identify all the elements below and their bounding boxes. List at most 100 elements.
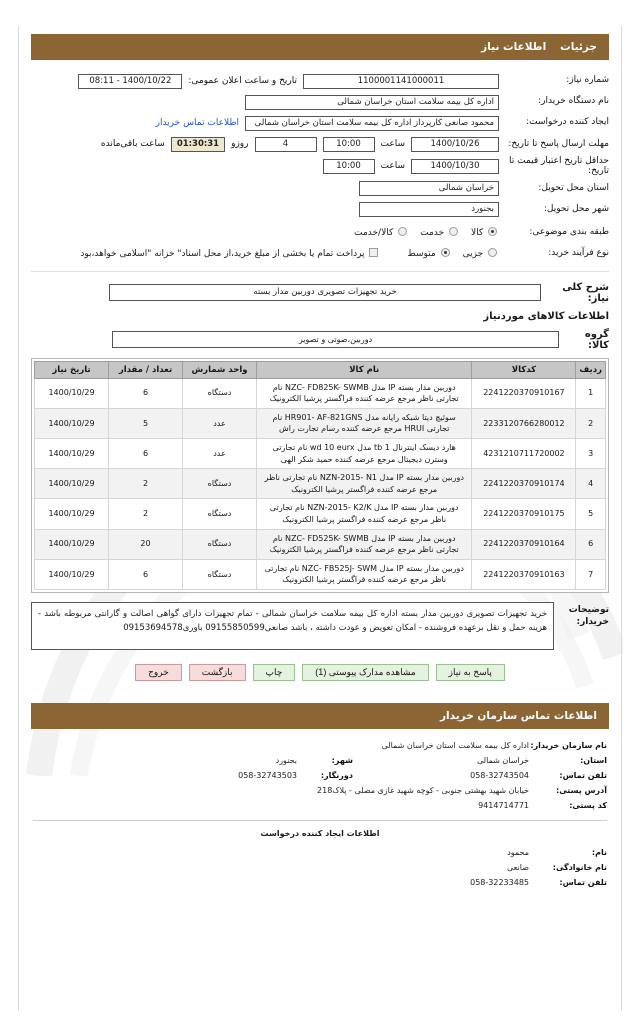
label-contact-province: استان:: [580, 756, 607, 765]
column-header-need-date: تاریخ نیاز: [34, 360, 109, 379]
checkbox-treasury-payment[interactable]: پرداخت تمام یا بخشی از مبلغ خرید،از محل …: [80, 248, 380, 259]
label-goods-group: گروه کالا:: [584, 328, 609, 351]
radio-goods-service-icon[interactable]: [398, 227, 408, 237]
radio-option-goods-service[interactable]: کالا/خدمت: [354, 227, 409, 238]
section-header-buyer-contact: اطلاعات تماس سازمان خریدار: [31, 703, 609, 729]
label-request-creator: ایجاد کننده درخواست:: [526, 117, 609, 128]
value-delivery-province[interactable]: خراسان شمالی: [359, 181, 499, 197]
label-announce-datetime: تاریخ و ساعت اعلان عمومی:: [188, 76, 297, 86]
cell-code: 4231210711720002: [471, 438, 577, 470]
radio-option-minor[interactable]: جزیی: [463, 248, 499, 259]
cell-qty: 6: [108, 438, 183, 470]
contact-row-province-city: استان: خراسان شمالی شهر: بجنورد: [33, 756, 607, 765]
respond-to-need-button[interactable]: پاسخ به نیاز: [435, 664, 505, 681]
radio-option-medium[interactable]: متوسط: [407, 248, 451, 259]
label-contact-org: نام سازمان خریدار:: [530, 741, 607, 750]
cell-date: 1400/10/29: [34, 498, 109, 530]
value-contact-fax: 058-32743503: [238, 771, 297, 780]
radio-medium-label: متوسط: [407, 249, 436, 260]
column-header-name: نام کالا: [255, 360, 473, 379]
column-header-qty: تعداد / مقدار: [108, 360, 183, 379]
label-buyer-org: نام دستگاه خریدار:: [538, 96, 609, 107]
label-response-deadline: مهلت ارسال پاسخ تا تاریخ:: [508, 138, 609, 149]
value-validity-time[interactable]: 10:00: [322, 158, 375, 174]
radio-medium-icon[interactable]: [440, 248, 450, 258]
cell-unit: دستگاه: [182, 498, 257, 530]
cell-code: 2233120766280012: [471, 407, 577, 440]
cell-qty: 2: [108, 498, 183, 530]
view-attachments-button[interactable]: مشاهده مدارک پیوستی (1): [302, 664, 429, 681]
buyer-contact-link[interactable]: اطلاعات تماس خریدار: [155, 118, 239, 128]
column-header-code: کدکالا: [471, 360, 577, 379]
value-validity-date[interactable]: 1400/10/30: [411, 158, 499, 174]
cell-name: هارد دیسک اینترنال 1 tb مدل wd 10 eurx ن…: [255, 438, 473, 470]
cell-row: 6: [575, 528, 606, 560]
value-need-summary[interactable]: خرید تجهیزات تصویری دوربین مدار بسته: [109, 284, 541, 302]
value-delivery-city[interactable]: بجنورد: [359, 202, 499, 218]
tab-need-info[interactable]: اطلاعات نیاز: [481, 41, 547, 53]
table-row[interactable]: 3 4231210711720002 هارد دیسک اینترنال 1 …: [34, 438, 606, 470]
print-button[interactable]: چاپ: [252, 664, 296, 681]
field-response-deadline: مهلت ارسال پاسخ تا تاریخ: 1400/10/26 ساع…: [31, 135, 609, 153]
field-request-creator: ایجاد کننده درخواست: محمود صانعی کارپردا…: [31, 114, 609, 132]
label-contact-fax: دورنگار:: [320, 771, 353, 780]
cell-unit: دستگاه: [182, 377, 257, 409]
value-request-creator[interactable]: محمود صانعی کارپرداز اداره کل بیمه سلامت…: [245, 115, 499, 131]
radio-option-service[interactable]: خدمت: [420, 227, 460, 238]
back-button[interactable]: بازگشت: [188, 664, 246, 681]
field-classification: طبقه بندی موضوعی: کالا خدمت کالا/خدمت: [31, 224, 609, 242]
value-days-remaining[interactable]: 4: [254, 136, 317, 152]
value-buyer-org[interactable]: اداره کل بیمه سلامت استان خراسان شمالی: [245, 94, 499, 110]
cell-code: 2241220370910163: [471, 558, 577, 591]
radio-minor-label: جزیی: [462, 249, 484, 260]
cell-unit: عدد: [182, 438, 257, 470]
label-process-type: نوع فرآیند خرید:: [548, 248, 609, 259]
label-need-summary: شرح کلی نیاز:: [562, 281, 609, 304]
section-header-need-info: جزئیات اطلاعات نیاز: [31, 34, 609, 60]
label-price-validity: حداقل تاریخ اعتبار قیمت تا تاریخ:: [509, 156, 609, 177]
value-deadline-date[interactable]: 1400/10/26: [411, 136, 499, 152]
goods-table-wrapper: ردیف کدکالا نام کالا واحد شمارش تعداد / …: [31, 357, 609, 593]
cell-row: 5: [575, 498, 606, 530]
contact-row-org: نام سازمان خریدار: اداره کل بیمه سلامت ا…: [33, 741, 607, 750]
table-row[interactable]: 5 2241220370910175 دوربین مدار بسته IP م…: [34, 498, 606, 530]
divider: [33, 820, 607, 821]
cell-unit: دستگاه: [182, 468, 257, 500]
value-need-number[interactable]: 1100001141000011: [303, 73, 499, 89]
cell-name: دوربین مدار بسته IP مدل NZC- FD825K- SWM…: [255, 377, 473, 409]
value-buyer-notes[interactable]: خرید تجهیزات تصویری دوربین مدار بسته ادا…: [31, 602, 554, 650]
table-row[interactable]: 2 2233120766280012 سوئیچ دیتا شبکه رایان…: [34, 407, 606, 440]
table-row[interactable]: 1 2241220370910167 دوربین مدار بسته IP م…: [34, 377, 606, 409]
table-row[interactable]: 4 2241220370910174 دوربین مدار بسته IP م…: [34, 468, 606, 500]
value-contact-org: اداره کل بیمه سلامت استان خراسان شمالی: [381, 741, 529, 750]
value-announce-datetime[interactable]: 1400/10/22 - 08:11: [78, 73, 183, 89]
cell-row: 4: [575, 468, 606, 500]
requester-row-name: نام: محمود: [33, 848, 607, 857]
tab-details[interactable]: جزئیات: [560, 41, 597, 53]
value-deadline-time[interactable]: 10:00: [322, 136, 375, 152]
radio-goods-icon[interactable]: [488, 227, 497, 237]
table-row[interactable]: 7 2241220370910163 دوربین مدار بسته IP م…: [34, 558, 606, 591]
value-contact-address: خیابان شهید بهشتی جنوبی - کوچه شهید غازی…: [317, 786, 529, 795]
exit-button[interactable]: خروج: [135, 664, 182, 681]
field-goods-group: گروه کالا: دوربین،صوتی و تصویر: [31, 329, 609, 351]
cell-code: 2241220370910175: [471, 498, 577, 530]
goods-table-body: 1 2241220370910167 دوربین مدار بسته IP م…: [34, 377, 606, 591]
label-requester-family: نام خانوادگی:: [552, 863, 607, 872]
label-contact-phone: تلفن تماس:: [559, 771, 607, 780]
column-header-unit: واحد شمارش: [182, 360, 257, 379]
radio-goods-label: کالا: [470, 228, 484, 239]
cell-code: 2241220370910174: [471, 468, 577, 500]
table-row[interactable]: 6 2241220370910164 دوربین مدار بسته IP م…: [34, 528, 606, 560]
requester-row-family: نام خانوادگی: صانعی: [33, 863, 607, 872]
value-goods-group[interactable]: دوربین،صوتی و تصویر: [112, 331, 559, 349]
goods-section-title: اطلاعات کالاهای موردنیاز: [483, 310, 609, 322]
radio-minor-icon[interactable]: [488, 248, 497, 258]
page-container: جزئیات اطلاعات نیاز شماره نیاز: 11000011…: [18, 26, 623, 1011]
radio-option-goods[interactable]: کالا: [471, 227, 499, 238]
cell-row: 7: [575, 558, 606, 591]
cell-name: دوربین مدار بسته IP مدل NZN-2015- K2/K ن…: [255, 498, 473, 530]
checkbox-treasury-icon[interactable]: [369, 248, 379, 258]
radio-service-icon[interactable]: [448, 227, 458, 237]
cell-qty: 6: [108, 377, 183, 409]
